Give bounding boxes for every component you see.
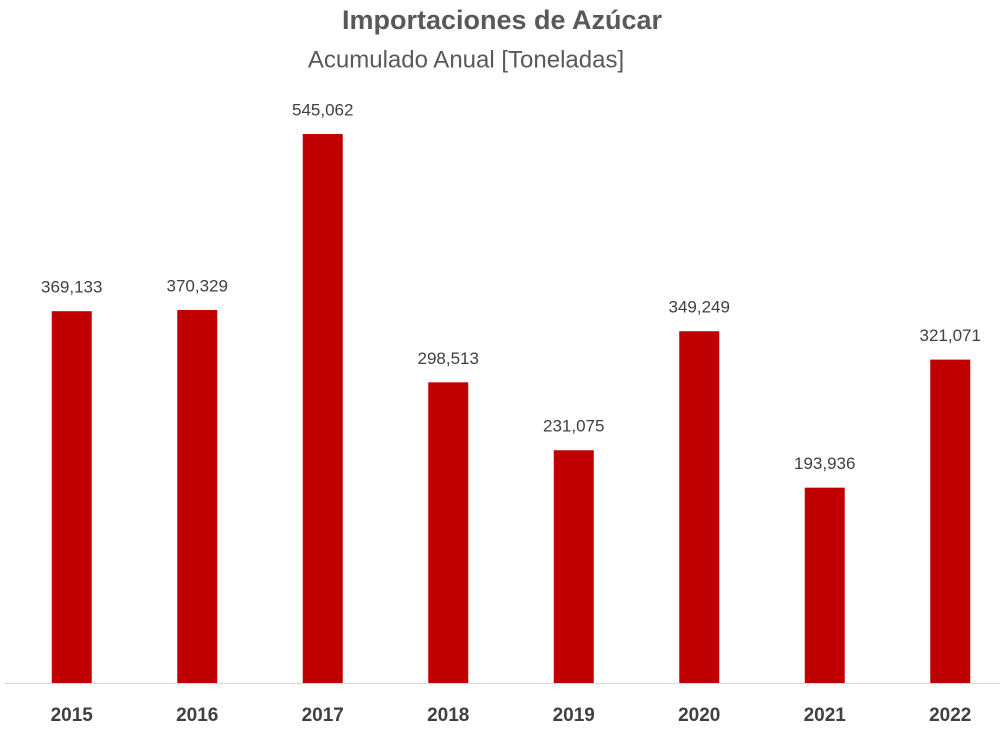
value-label: 545,062 [292, 100, 353, 119]
x-tick-label: 2017 [302, 705, 344, 726]
bar [553, 450, 594, 683]
value-label: 369,133 [41, 278, 102, 297]
bar [302, 134, 343, 683]
value-label: 370,329 [167, 276, 228, 295]
value-label: 321,071 [920, 326, 981, 345]
value-label: 193,936 [794, 454, 855, 473]
x-tick-label: 2021 [804, 705, 847, 726]
bar [679, 331, 720, 683]
bar [177, 309, 218, 683]
bar [51, 311, 92, 683]
x-tick-label: 2015 [51, 705, 94, 726]
bar [804, 487, 845, 683]
value-label: 231,075 [543, 417, 604, 436]
chart-title: Importaciones de Azúcar [342, 5, 663, 35]
bar [930, 359, 971, 683]
x-tick-label: 2020 [678, 705, 720, 726]
x-tick-label: 2022 [929, 705, 971, 726]
x-tick-label: 2019 [553, 705, 595, 726]
value-label: 298,513 [418, 349, 479, 368]
value-label: 349,249 [669, 298, 730, 317]
x-tick-label: 2018 [427, 705, 469, 726]
bar [428, 382, 469, 683]
x-tick-label: 2016 [176, 705, 218, 726]
chart-subtitle: Acumulado Anual [Toneladas] [308, 46, 624, 73]
